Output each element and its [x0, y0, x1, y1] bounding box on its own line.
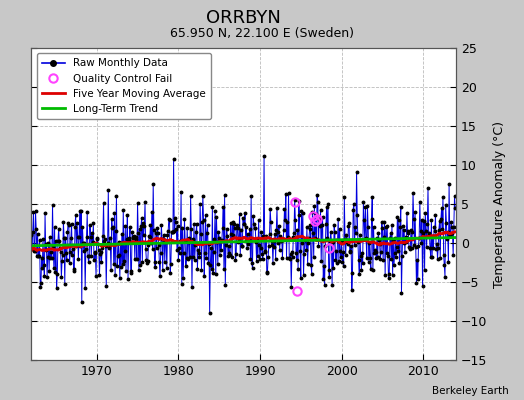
Title: ORRBYN: ORRBYN — [206, 9, 281, 27]
Y-axis label: Temperature Anomaly (°C): Temperature Anomaly (°C) — [493, 120, 506, 288]
Text: 65.950 N, 22.100 E (Sweden): 65.950 N, 22.100 E (Sweden) — [170, 28, 354, 40]
Text: Berkeley Earth: Berkeley Earth — [432, 386, 508, 396]
Legend: Raw Monthly Data, Quality Control Fail, Five Year Moving Average, Long-Term Tren: Raw Monthly Data, Quality Control Fail, … — [37, 53, 211, 119]
